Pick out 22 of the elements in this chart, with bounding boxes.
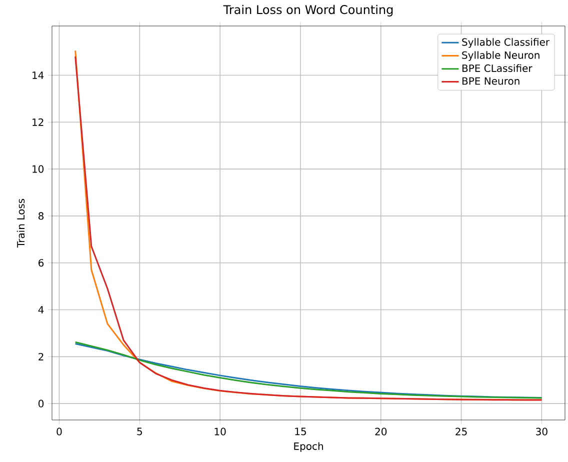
y-tick-label: 2 (38, 352, 44, 360)
chart-title: Train Loss on Word Counting (223, 4, 393, 16)
y-tick-label: 8 (38, 212, 44, 220)
legend-label: Syllable Neuron (462, 51, 540, 61)
y-tick-label: 14 (32, 72, 44, 79)
x-axis-title: Epoch (294, 442, 323, 452)
y-tick-label: 0 (38, 400, 44, 408)
y-tick-label: 10 (32, 165, 44, 173)
x-tick-label: 10 (214, 428, 226, 436)
y-tick-label: 12 (32, 118, 44, 126)
y-tick-label: 6 (38, 259, 44, 267)
legend-label: BPE Neuron (462, 77, 520, 85)
x-tick-label: 30 (536, 428, 548, 436)
y-axis-title: Train Loss (16, 198, 25, 248)
x-tick-label: 20 (375, 428, 387, 436)
y-tick-label: 4 (38, 306, 44, 314)
legend-label: BPE CLassifier (462, 64, 532, 72)
x-tick-label: 0 (56, 428, 62, 436)
x-tick-label: 15 (295, 428, 306, 436)
legend-label: Syllable Classifier (462, 38, 550, 48)
x-tick-label: 25 (456, 428, 467, 436)
x-tick-label: 5 (137, 428, 142, 436)
